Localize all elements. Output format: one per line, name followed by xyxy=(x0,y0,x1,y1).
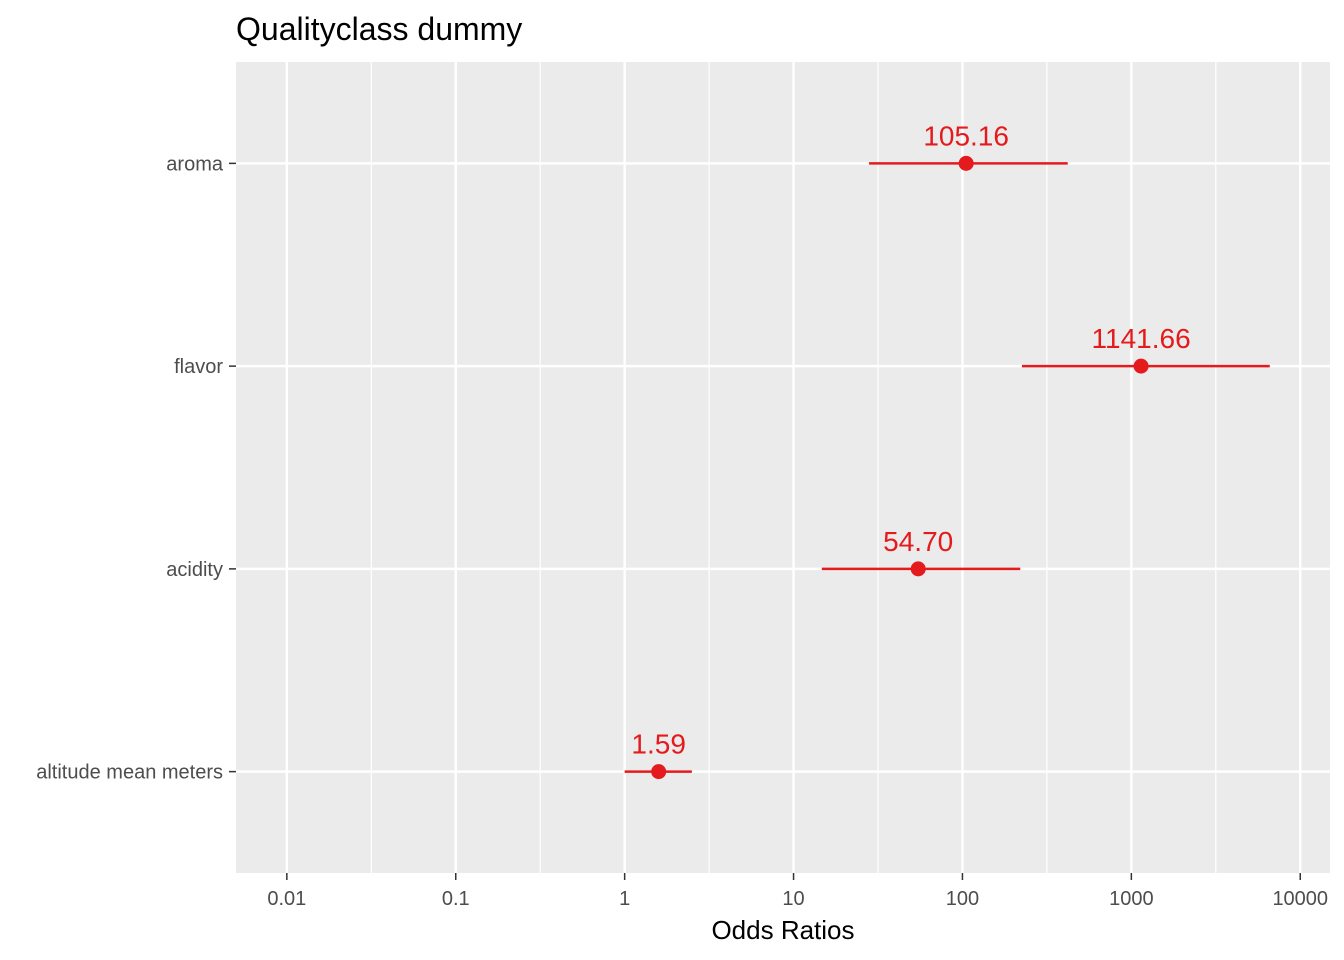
y-tick-label: altitude mean meters xyxy=(36,762,223,784)
x-tick-label: 1000 xyxy=(1109,888,1154,910)
estimate-point xyxy=(1133,358,1149,374)
y-tick-label: aroma xyxy=(166,153,224,175)
x-tick-label: 100 xyxy=(946,888,979,910)
x-tick-label: 1 xyxy=(619,888,630,910)
data-label: 105.16 xyxy=(923,120,1009,151)
grid-lines xyxy=(236,62,1330,873)
x-tick-label: 0.1 xyxy=(442,888,470,910)
data-marks: 105.16 1141.66 54.70 1.59 xyxy=(624,120,1270,780)
data-label: 1141.66 xyxy=(1092,323,1191,354)
y-tick-label: acidity xyxy=(166,559,223,581)
x-axis: 0.01 0.1 1 10 100 1000 10000 xyxy=(267,873,1328,910)
plot-panel xyxy=(236,62,1330,873)
y-axis: aroma flavor acidity altitude mean meters xyxy=(36,153,236,784)
x-tick-label: 10000 xyxy=(1272,888,1328,910)
x-tick-label: 0.01 xyxy=(267,888,306,910)
chart-title: Qualityclass dummy xyxy=(236,11,522,47)
data-label: 54.70 xyxy=(883,526,953,557)
estimate-point xyxy=(958,155,974,171)
estimate-point xyxy=(910,561,926,577)
y-tick-label: flavor xyxy=(174,356,223,378)
estimate-point xyxy=(651,764,667,780)
x-axis-title: Odds Ratios xyxy=(711,915,854,945)
x-tick-label: 10 xyxy=(782,888,804,910)
data-label: 1.59 xyxy=(631,729,686,760)
